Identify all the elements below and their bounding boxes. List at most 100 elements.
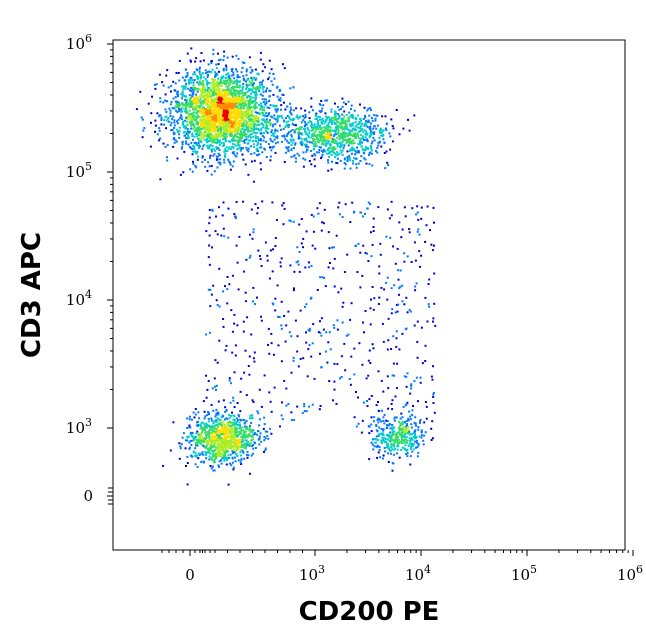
event-dot [349, 125, 352, 128]
event-dot [298, 251, 301, 253]
event-dot [213, 170, 216, 173]
event-dot [219, 158, 222, 161]
event-dot [224, 406, 227, 409]
event-dot [327, 122, 330, 124]
event-dot [227, 84, 230, 87]
event-dot [408, 442, 411, 445]
event-dot [318, 118, 321, 121]
event-dot [170, 90, 172, 93]
event-dot [303, 410, 306, 413]
event-dot [372, 127, 375, 130]
event-dot [425, 405, 428, 408]
event-dot [235, 111, 237, 114]
event-dot [222, 421, 225, 424]
event-dot [154, 83, 156, 86]
event-dot [304, 158, 307, 161]
event-dot [352, 147, 355, 150]
event-dot [154, 119, 157, 122]
event-dot [390, 437, 393, 440]
event-dot [189, 117, 192, 120]
event-dot [310, 121, 313, 124]
event-dot [204, 78, 207, 81]
event-dot [227, 118, 230, 120]
event-dot [241, 443, 243, 446]
event-dot [225, 73, 228, 76]
event-dot [313, 134, 316, 136]
event-dot [240, 71, 243, 74]
event-dot [383, 446, 386, 449]
event-dot [280, 324, 283, 327]
event-dot [311, 154, 314, 157]
event-dot [239, 446, 242, 449]
event-dot [405, 429, 407, 432]
event-dot [223, 92, 226, 95]
event-dot [259, 108, 262, 111]
event-dot [210, 135, 213, 138]
event-dot [212, 105, 214, 108]
event-dot [219, 135, 222, 137]
event-dot [258, 123, 261, 126]
event-dot [352, 115, 354, 118]
event-dot [415, 439, 418, 442]
event-dot [220, 98, 223, 101]
event-dot [290, 419, 293, 422]
event-dot [218, 445, 221, 448]
event-dot [243, 457, 246, 460]
event-dot [247, 110, 250, 113]
event-dot [263, 439, 266, 442]
event-dot [338, 136, 341, 139]
event-dot [237, 141, 239, 144]
event-dot [202, 460, 205, 463]
event-dot [208, 455, 211, 458]
event-dot [222, 96, 225, 99]
event-dot [224, 82, 227, 85]
event-dot [232, 91, 235, 94]
event-dot [333, 113, 336, 116]
event-dot [245, 126, 248, 129]
event-dot [389, 427, 392, 430]
event-dot [247, 108, 249, 111]
event-dot [186, 427, 189, 429]
event-dot [313, 158, 316, 161]
event-dot [154, 87, 157, 90]
event-dot [202, 453, 205, 456]
event-dot [338, 115, 341, 118]
event-dot [237, 442, 240, 445]
event-dot [236, 109, 239, 112]
event-dot [245, 70, 248, 73]
event-dot [211, 445, 214, 448]
event-dot [273, 117, 276, 120]
event-dot [247, 84, 250, 86]
event-dot [213, 75, 216, 78]
event-dot [232, 123, 235, 126]
event-dot [333, 362, 336, 365]
event-dot [241, 110, 243, 113]
event-dot [245, 394, 248, 397]
event-dot [238, 84, 241, 87]
event-dot [264, 66, 267, 69]
event-dot [293, 287, 295, 290]
event-dot [264, 430, 267, 433]
event-dot [205, 116, 208, 119]
event-dot [375, 425, 378, 427]
event-dot [298, 154, 301, 157]
event-dot [263, 374, 266, 377]
event-dot [369, 125, 372, 128]
event-dot [387, 164, 390, 167]
event-dot [420, 217, 423, 220]
event-dot [385, 127, 387, 130]
event-dot [432, 206, 435, 209]
event-dot [230, 127, 233, 130]
event-dot [189, 59, 192, 62]
event-dot [212, 422, 215, 425]
event-dot [224, 426, 227, 429]
event-dot [387, 452, 390, 455]
event-dot [372, 131, 375, 134]
event-dot [393, 445, 396, 448]
event-dot [367, 425, 370, 427]
event-dot [177, 71, 180, 74]
event-dot [208, 137, 211, 140]
event-dot [416, 356, 419, 359]
event-dot [354, 149, 356, 152]
event-dot [363, 149, 365, 152]
